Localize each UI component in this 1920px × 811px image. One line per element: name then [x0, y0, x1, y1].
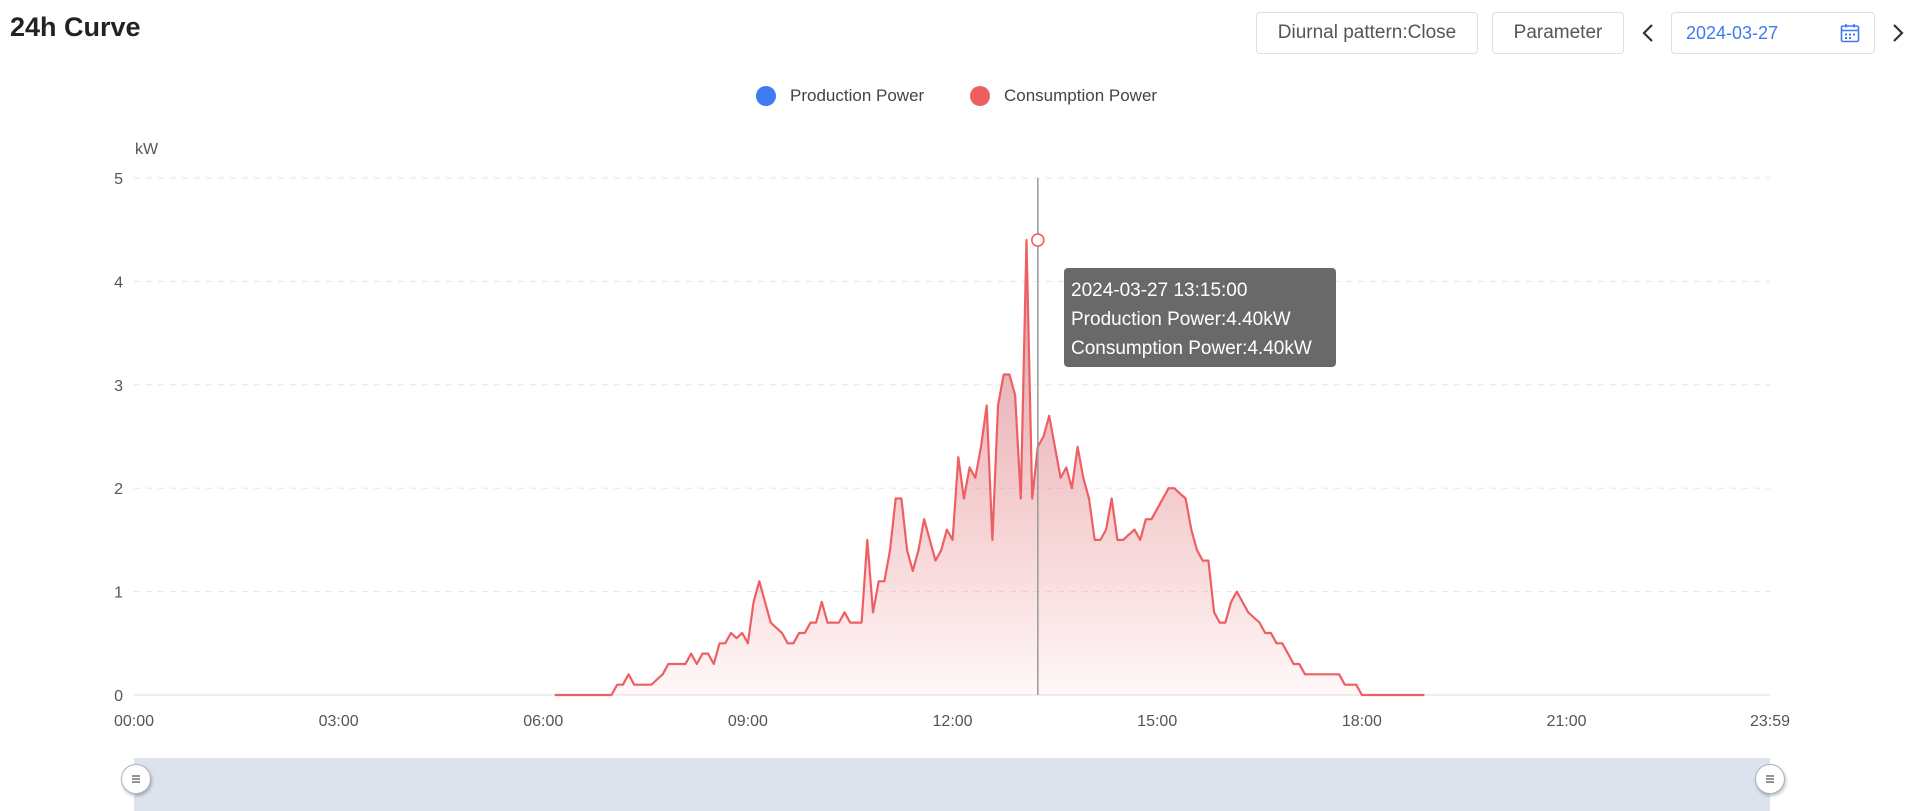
diurnal-pattern-button[interactable]: Diurnal pattern:Close	[1256, 12, 1478, 54]
chevron-left-icon	[1642, 24, 1653, 42]
legend-item-consumption[interactable]: Consumption Power	[970, 86, 1157, 106]
legend-consumption-marker	[970, 86, 990, 106]
zoom-slider-handle-left[interactable]	[121, 764, 151, 794]
x-tick-label: 00:00	[114, 713, 154, 730]
power-chart[interactable]: 0 1 2 3 4 5 kW 00:00 03:00 06:00 09:00 12:00 15:00 18…	[0, 0, 1920, 740]
chevron-right-icon	[1893, 24, 1904, 42]
y-tick-label: 2	[114, 481, 123, 498]
consumption-line	[554, 238, 1425, 697]
calendar-icon	[1840, 24, 1860, 43]
highlighted-point	[1031, 233, 1045, 247]
consumption-area	[554, 240, 1425, 695]
x-tick-label: 09:00	[728, 713, 768, 730]
x-tick-label: 03:00	[319, 713, 359, 730]
legend-consumption-label: Consumption Power	[1004, 86, 1158, 105]
y-tick-label: 5	[114, 171, 123, 188]
legend-production-marker	[756, 86, 776, 106]
x-tick-label: 18:00	[1342, 713, 1382, 730]
drag-handle-icon	[132, 775, 140, 783]
drag-handle-icon	[1766, 775, 1774, 783]
y-tick-label: 4	[114, 274, 123, 291]
y-axis-unit-label: kW	[135, 141, 159, 158]
chart-tooltip: 2024-03-27 13:15:00 Production Power:4.4…	[1064, 268, 1336, 367]
date-picker[interactable]: 2024-03-27	[1671, 12, 1875, 54]
chart-legend: Production Power Consumption Power	[0, 86, 1920, 110]
x-tick-label: 12:00	[933, 713, 973, 730]
y-tick-label: 3	[114, 378, 123, 395]
x-tick-label: 23:59	[1750, 713, 1790, 730]
legend-production-label: Production Power	[790, 86, 925, 105]
legend-item-production[interactable]: Production Power	[756, 86, 924, 106]
zoom-slider-track[interactable]	[134, 758, 1770, 811]
tooltip-timestamp: 2024-03-27 13:15:00	[1071, 280, 1248, 301]
tooltip-production: Production Power:4.40kW	[1071, 309, 1291, 330]
next-day-button[interactable]	[1886, 18, 1910, 48]
page-title: 24h Curve	[10, 12, 141, 42]
date-value: 2024-03-27	[1686, 22, 1779, 43]
x-tick-label: 06:00	[523, 713, 563, 730]
x-tick-label: 21:00	[1546, 713, 1586, 730]
tooltip-consumption: Consumption Power:4.40kW	[1071, 338, 1312, 359]
y-tick-label: 1	[114, 585, 123, 602]
y-tick-label: 0	[114, 688, 123, 705]
zoom-slider-handle-right[interactable]	[1755, 764, 1785, 794]
previous-day-button[interactable]	[1636, 18, 1660, 48]
x-tick-label: 15:00	[1137, 713, 1177, 730]
parameter-button[interactable]: Parameter	[1492, 12, 1624, 54]
